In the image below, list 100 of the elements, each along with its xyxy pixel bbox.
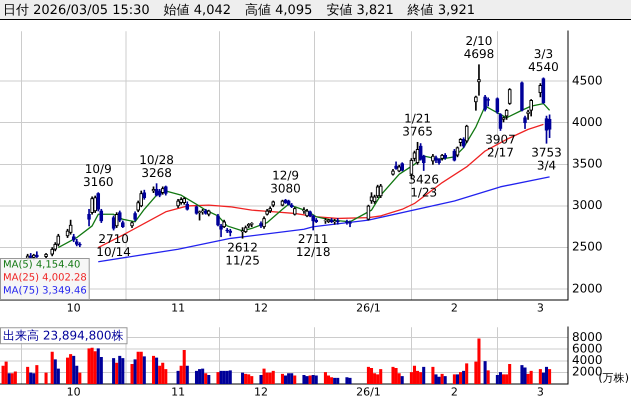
x-tick-label: 11 bbox=[171, 301, 186, 314]
annotation: 1/21 3765 bbox=[402, 111, 433, 138]
candlestick bbox=[154, 183, 158, 196]
x-tick-label: 2 bbox=[450, 385, 458, 398]
y-tick-label: 4000 bbox=[572, 352, 603, 367]
bar bbox=[94, 351, 97, 384]
candlestick bbox=[474, 96, 478, 111]
candlestick bbox=[523, 116, 527, 129]
candlestick bbox=[284, 198, 288, 204]
bar bbox=[272, 370, 275, 384]
candlestick bbox=[182, 197, 186, 205]
bar bbox=[35, 365, 38, 384]
candlestick bbox=[452, 149, 456, 162]
candlestick bbox=[160, 186, 165, 195]
candlestick bbox=[302, 207, 306, 214]
candlestick bbox=[437, 158, 441, 165]
bar bbox=[241, 372, 244, 384]
text: 始値 4,042 bbox=[164, 2, 232, 18]
bar bbox=[333, 378, 336, 384]
bar bbox=[287, 373, 290, 384]
candlestick bbox=[504, 109, 508, 120]
candlestick bbox=[305, 208, 309, 218]
candlestick bbox=[477, 64, 481, 96]
annotation: 10/9 3160 bbox=[82, 162, 114, 189]
candlestick bbox=[483, 94, 487, 112]
y-tick-label: 6000 bbox=[572, 341, 603, 356]
annotation: 2612 11/25 bbox=[225, 240, 260, 268]
y-tick-label: 3500 bbox=[572, 156, 603, 170]
y-tick-label: 4000 bbox=[572, 114, 603, 129]
bar bbox=[142, 356, 146, 384]
bar bbox=[78, 372, 82, 384]
bar bbox=[498, 372, 502, 384]
bar bbox=[130, 364, 134, 384]
bar bbox=[118, 356, 122, 384]
candlestick bbox=[133, 211, 137, 222]
bar bbox=[486, 370, 490, 384]
bar bbox=[434, 374, 438, 384]
candlestick bbox=[240, 227, 244, 239]
bar bbox=[496, 374, 499, 384]
candlestick bbox=[416, 142, 420, 165]
bar bbox=[29, 372, 32, 384]
bar bbox=[394, 368, 398, 384]
x-tick-label: 11 bbox=[171, 385, 186, 398]
annotation: 3753 3/4 bbox=[531, 145, 562, 172]
candlestick bbox=[198, 210, 202, 220]
bar bbox=[134, 359, 137, 384]
bar bbox=[72, 356, 76, 384]
candlestick bbox=[391, 169, 395, 176]
candlestick bbox=[456, 146, 460, 158]
bar bbox=[544, 366, 548, 384]
bar bbox=[538, 369, 542, 384]
bar bbox=[391, 366, 395, 384]
bar bbox=[314, 376, 318, 384]
bar bbox=[121, 358, 124, 384]
candlestick bbox=[72, 234, 76, 242]
candlestick bbox=[440, 154, 444, 161]
bar bbox=[69, 354, 72, 384]
bar bbox=[284, 376, 288, 384]
bar bbox=[465, 363, 468, 384]
bar bbox=[412, 366, 416, 384]
x-tick-label: 10 bbox=[66, 301, 81, 314]
text: MA(25) 4,002.28 bbox=[3, 272, 87, 284]
bar bbox=[440, 374, 444, 384]
bar bbox=[462, 370, 466, 384]
candlestick bbox=[400, 162, 404, 172]
bar bbox=[548, 369, 552, 384]
text: 安値 3,821 bbox=[326, 2, 394, 18]
candlestick bbox=[397, 164, 401, 172]
bar bbox=[477, 338, 480, 384]
candlestick bbox=[87, 208, 91, 226]
x-tick-label: 26/1 bbox=[356, 385, 381, 398]
bar bbox=[324, 372, 327, 384]
bar bbox=[201, 368, 204, 384]
bar bbox=[326, 376, 330, 384]
candlestick bbox=[326, 218, 330, 223]
bar bbox=[250, 376, 254, 384]
bar bbox=[204, 373, 208, 384]
candlestick bbox=[378, 184, 383, 198]
bar bbox=[431, 366, 434, 384]
bar bbox=[216, 372, 220, 384]
bar bbox=[484, 361, 487, 384]
candlestick bbox=[458, 138, 462, 146]
candlestick bbox=[434, 156, 438, 164]
x-tick-label: 12 bbox=[254, 301, 268, 314]
candlestick bbox=[179, 197, 183, 205]
candlestick bbox=[332, 218, 336, 225]
candlestick bbox=[259, 221, 263, 228]
bar bbox=[502, 374, 506, 384]
x-tick-label: 10 bbox=[66, 385, 81, 398]
x-tick-label: 3 bbox=[536, 385, 544, 398]
bar bbox=[330, 377, 334, 384]
candlestick bbox=[330, 218, 334, 223]
bar bbox=[50, 352, 54, 384]
bar bbox=[176, 370, 180, 384]
annotation: 10/28 3268 bbox=[139, 152, 174, 180]
bar bbox=[290, 373, 294, 384]
annotation: 2711 12/18 bbox=[296, 232, 330, 260]
y-tick-label: 4500 bbox=[572, 73, 603, 88]
candlestick bbox=[280, 200, 284, 206]
bar bbox=[366, 366, 370, 384]
